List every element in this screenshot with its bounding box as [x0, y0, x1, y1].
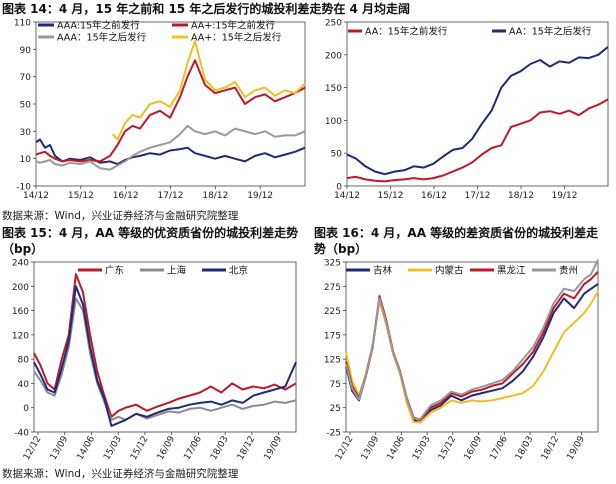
fig14-left-x-tick-label: 17/12 [158, 191, 184, 201]
fig16-legend-label: 贵州 [559, 265, 578, 277]
fig16-x-tick-label: 17/06 [488, 434, 510, 462]
fig14-left-series-line-1 [35, 59, 306, 163]
fig14-left-y-tick-label: 10 [20, 155, 32, 165]
fig14-right-y-tick-label: 0 [336, 183, 342, 193]
fig14-left-x-tick-label: 18/12 [202, 191, 228, 201]
fig14-right-x-tick-label: 17/12 [465, 191, 491, 201]
fig15-y-tick-label: 160 [12, 307, 29, 317]
fig14-right-legend-label: AA：15年之后发行 [509, 26, 592, 38]
fig16-series-line-3 [345, 259, 599, 420]
fig14-left-x-tick-label: 14/12 [23, 191, 49, 201]
fig16-x-tick-label: 13/09 [360, 434, 382, 462]
fig16-x-tick-label: 19/09 [565, 434, 587, 462]
fig15-y-tick-label: 200 [12, 283, 29, 293]
fig16-title-line2: 势（bp） [314, 242, 368, 256]
fig16-y-tick-label: 225 [324, 307, 341, 317]
fig15-y-tick-label: 120 [12, 331, 29, 341]
fig14-left-legend-label: AAA:15年之前发行 [57, 20, 140, 32]
fig16-y-tick-label: 25 [330, 404, 341, 414]
fig14-left-series-line-2 [35, 124, 306, 171]
fig14-left-y-tick-label: 70 [20, 73, 32, 83]
fig15-y-tick-label: 40 [18, 380, 30, 390]
fig14-left-y-tick-label: 30 [20, 128, 32, 138]
fig15-legend-label: 广东 [105, 265, 124, 277]
fig15-y-tick-label: 240 [12, 259, 29, 269]
fig14-right-series-line-1 [346, 46, 609, 176]
fig14-left-x-tick-label: 19/12 [247, 191, 273, 201]
fig14-right-y-tick-label: 100 [325, 117, 342, 127]
fig14-left-x-tick-label: 16/12 [113, 191, 139, 201]
fig14-left-legend-label: AAA：15年之后发行 [57, 32, 147, 44]
fig14-left-y-tick-label: 110 [14, 19, 31, 29]
fig16-legend-label: 黑龙江 [497, 265, 526, 277]
fig16-plot-frame [345, 261, 599, 433]
fig14-right-y-tick-label: 150 [325, 84, 342, 94]
fig14-left-series-line-3 [111, 40, 306, 141]
fig16-x-tick-label: 16/09 [463, 434, 485, 462]
fig16-x-tick-label: 14/06 [385, 434, 407, 462]
fig16-y-tick-label: -25 [326, 429, 341, 439]
source-note-top: 数据来源：Wind，兴业证券经济与金融研究院整理 [2, 210, 239, 222]
fig14-right-legend-label: AA：15年之前发行 [365, 26, 448, 38]
fig16-y-tick-label: 125 [324, 356, 341, 366]
fig16-x-tick-label: 12/12 [334, 435, 356, 462]
fig16-x-tick-label: 18/03 [514, 435, 536, 462]
fig14-right-y-tick-label: 50 [331, 150, 343, 160]
fig16-title-line1: 图表 16：4 月，AA 等级的差资质省份的城投利差走 [314, 226, 599, 240]
fig14-right-series-line-0 [346, 98, 609, 183]
fig16-y-tick-label: 175 [324, 331, 341, 341]
fig16-legend-label: 内蒙古 [435, 265, 464, 277]
fig14-left-legend-label: AA+：15年之后发行 [191, 32, 282, 44]
fig14-left-y-tick-label: -10 [16, 183, 31, 193]
fig15-title-line1: 图表 15：4 月，AA 等级的优资质省份的城投利差走势 [2, 226, 299, 240]
fig15-series-line-0 [33, 273, 297, 418]
fig15-series-line-2 [33, 285, 297, 427]
fig15-legend-label: 上海 [167, 265, 187, 277]
fig15-y-tick-label: 0 [23, 404, 29, 414]
fig16-series-line-0 [345, 283, 599, 424]
fig15-title-line2: （bp） [2, 242, 44, 256]
fig14-right-x-tick-label: 16/12 [421, 191, 447, 201]
fig15-y-tick-label: 80 [18, 356, 30, 366]
fig14-title: 图表 14：4 月，15 年之前和 15 年之后发行的城投利差走势在 4 月均走… [2, 2, 411, 16]
fig14-left-x-tick-label: 15/12 [68, 191, 94, 201]
fig16-y-tick-label: 275 [324, 283, 341, 293]
fig16-y-tick-label: 325 [324, 259, 341, 269]
fig14-left-y-tick-label: 50 [20, 101, 32, 111]
fig16-legend-label: 吉林 [373, 265, 393, 277]
fig14-right-x-tick-label: 15/12 [378, 191, 404, 201]
fig16-x-tick-label: 15/03 [411, 435, 433, 462]
fig14-left-y-tick-label: 90 [20, 46, 32, 56]
fig14-right-x-tick-label: 19/12 [552, 191, 578, 201]
fig16-x-tick-label: 18/12 [540, 435, 562, 462]
fig15-y-tick-label: -40 [14, 429, 29, 439]
fig14-right-x-tick-label: 14/12 [334, 191, 360, 201]
fig16-y-tick-label: 75 [330, 380, 341, 390]
fig15-legend-label: 北京 [229, 265, 248, 277]
fig14-left-legend-label: AA+:15年之前发行 [191, 20, 276, 32]
fig16-x-tick-label: 15/12 [437, 435, 459, 462]
fig14-right-y-tick-label: 250 [325, 19, 342, 29]
fig15-plot-frame [33, 261, 297, 433]
fig14-right-x-tick-label: 18/12 [508, 191, 534, 201]
fig14-right-y-tick-label: 200 [325, 51, 342, 61]
source-note-bottom: 数据来源：Wind，兴业证券经济与金融研究院整理 [2, 468, 239, 480]
